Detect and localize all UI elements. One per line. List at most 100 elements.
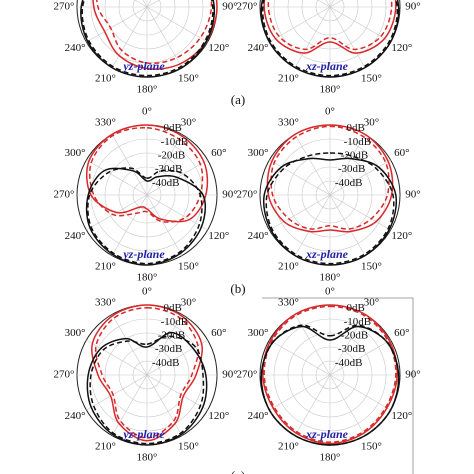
r-tick-label: -20dB bbox=[158, 329, 186, 341]
grid-spoke bbox=[294, 374, 331, 436]
angle-tick-label: 180° bbox=[320, 84, 341, 96]
angle-tick-label: 210° bbox=[95, 72, 116, 84]
caption: (b) bbox=[230, 281, 245, 296]
grid-spoke bbox=[294, 134, 331, 196]
grid-spoke bbox=[317, 0, 331, 8]
grid-spoke bbox=[329, 134, 366, 196]
grid-spoke bbox=[146, 6, 208, 43]
r-tick-label: -30dB bbox=[155, 163, 183, 175]
grid-spoke bbox=[86, 6, 148, 43]
frame bbox=[262, 297, 414, 474]
pattern-curve bbox=[262, 304, 398, 445]
pattern-curve bbox=[89, 335, 205, 445]
angle-tick-label: 0° bbox=[142, 286, 152, 298]
angle-tick-label: 0° bbox=[142, 106, 152, 118]
grid-spoke bbox=[146, 314, 183, 376]
grid-spoke bbox=[86, 159, 148, 196]
angle-tick-label: 240° bbox=[248, 410, 269, 422]
pattern-curve bbox=[266, 124, 394, 233]
angle-tick-label: 300° bbox=[248, 327, 269, 339]
r-tick-label: -30dB bbox=[155, 343, 183, 355]
angle-tick-label: 210° bbox=[278, 72, 299, 84]
r-tick-label: -40dB bbox=[152, 177, 180, 189]
grid-spoke bbox=[329, 339, 391, 376]
angle-tick-label: 150° bbox=[361, 72, 382, 84]
pattern-curve bbox=[88, 126, 204, 223]
angle-tick-label: 330° bbox=[278, 297, 299, 309]
angle-tick-label: 60° bbox=[394, 327, 409, 339]
plane-label: yz-plane bbox=[121, 247, 165, 261]
pattern-curve bbox=[85, 167, 207, 266]
pattern-curve bbox=[265, 152, 395, 265]
r-tick-label: -10dB bbox=[344, 316, 372, 328]
angle-tick-label: 180° bbox=[137, 272, 158, 284]
pattern-curve bbox=[80, 0, 216, 78]
angle-tick-label: 30° bbox=[181, 297, 196, 309]
grid-spoke bbox=[329, 6, 391, 43]
r-tick-label: -10dB bbox=[161, 316, 189, 328]
grid-spoke bbox=[294, 314, 331, 376]
angle-tick-label: 60° bbox=[394, 147, 409, 159]
grid-spoke bbox=[329, 374, 366, 436]
angle-tick-label: 210° bbox=[95, 260, 116, 272]
r-tick-label: -30dB bbox=[338, 163, 366, 175]
grid-spoke bbox=[294, 194, 331, 256]
angle-tick-label: 240° bbox=[248, 230, 269, 242]
grid-spoke bbox=[111, 6, 148, 68]
grid-spoke bbox=[329, 374, 391, 411]
pattern-curve bbox=[94, 307, 200, 439]
pattern-curve bbox=[85, 124, 209, 223]
pattern-curve bbox=[86, 331, 208, 446]
angle-tick-label: 330° bbox=[95, 297, 116, 309]
r-tick-label: 0dB bbox=[347, 302, 365, 314]
grid-spoke bbox=[146, 0, 160, 8]
angle-tick-label: 90° bbox=[222, 189, 237, 201]
plane-label: xz-plane bbox=[305, 59, 349, 73]
angle-tick-label: 180° bbox=[137, 84, 158, 96]
pattern-curve bbox=[92, 0, 218, 70]
angle-tick-label: 90° bbox=[405, 1, 420, 13]
angle-tick-label: 150° bbox=[361, 440, 382, 452]
angle-tick-label: 180° bbox=[320, 452, 341, 464]
pattern-curve bbox=[263, 305, 397, 443]
angle-tick-label: 150° bbox=[178, 260, 199, 272]
angle-tick-label: 270° bbox=[237, 189, 258, 201]
r-tick-label: -40dB bbox=[335, 177, 363, 189]
angle-tick-label: 210° bbox=[95, 440, 116, 452]
angle-tick-label: 150° bbox=[178, 440, 199, 452]
plane-label: xz-plane bbox=[305, 427, 349, 441]
angle-tick-label: 120° bbox=[208, 410, 229, 422]
grid-spoke bbox=[329, 0, 335, 8]
grid-spoke bbox=[146, 6, 183, 68]
r-tick-label: 0dB bbox=[347, 122, 365, 134]
angle-tick-label: 210° bbox=[278, 440, 299, 452]
grid-spoke bbox=[329, 6, 366, 68]
grid-spoke bbox=[111, 314, 148, 376]
grid-spoke bbox=[111, 374, 148, 436]
grid-spoke bbox=[329, 194, 366, 256]
pattern-curve bbox=[87, 167, 203, 265]
grid-spoke bbox=[329, 0, 343, 8]
angle-tick-label: 120° bbox=[391, 42, 412, 54]
angle-tick-label: 240° bbox=[65, 410, 86, 422]
grid-spoke bbox=[325, 0, 331, 8]
grid-spoke bbox=[329, 159, 391, 196]
angle-tick-label: 240° bbox=[65, 230, 86, 242]
grid-spoke bbox=[134, 0, 148, 8]
grid-spoke bbox=[146, 0, 152, 8]
angle-tick-label: 60° bbox=[211, 147, 226, 159]
grid-spoke bbox=[146, 374, 183, 436]
pattern-curve bbox=[91, 304, 203, 442]
grid-spoke bbox=[111, 194, 148, 256]
plane-label: xz-plane bbox=[305, 247, 349, 261]
angle-tick-label: 30° bbox=[364, 117, 379, 129]
r-tick-label: -20dB bbox=[341, 329, 369, 341]
angle-tick-label: 270° bbox=[237, 369, 258, 381]
r-tick-label: -10dB bbox=[161, 136, 189, 148]
angle-tick-label: 210° bbox=[278, 260, 299, 272]
grid-spoke bbox=[86, 374, 148, 411]
pattern-curve bbox=[262, 157, 398, 266]
angle-tick-label: 300° bbox=[65, 147, 86, 159]
